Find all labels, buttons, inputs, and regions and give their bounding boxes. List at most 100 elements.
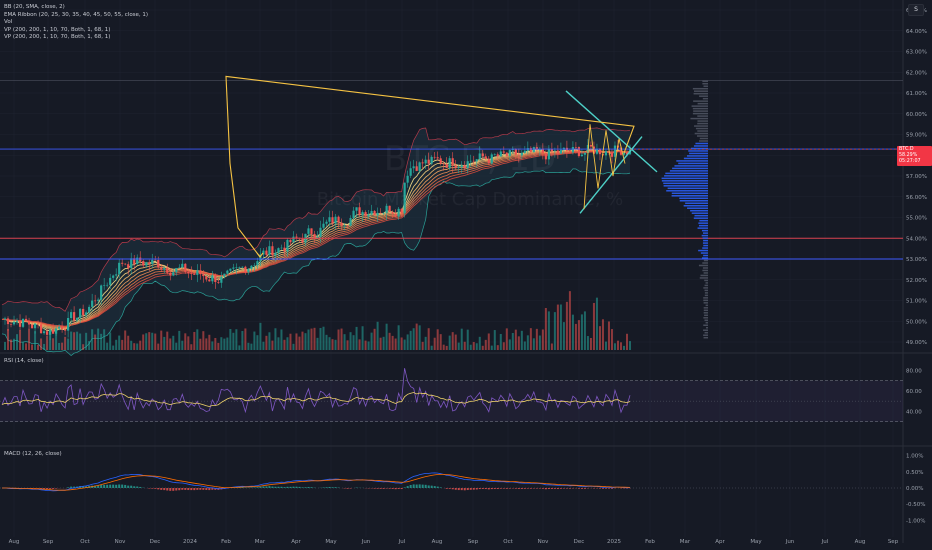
x-tick-label: Nov — [115, 539, 126, 545]
macd-hist-bar — [520, 488, 523, 489]
macd-legend[interactable]: MACD (12, 26, close) — [4, 451, 62, 457]
volume-profile — [661, 80, 708, 339]
volume-bar — [553, 312, 556, 350]
volume-bar — [190, 344, 193, 350]
volume-bar — [502, 342, 505, 350]
volume-bar — [139, 340, 142, 350]
macd-hist-bar — [346, 488, 349, 489]
x-tick-label: Aug — [9, 539, 20, 545]
vp-bar — [687, 207, 708, 209]
candle-body — [205, 276, 208, 280]
vp-bar — [704, 279, 708, 282]
macd-hist-bar — [55, 488, 58, 489]
legend-vol[interactable]: Vol — [4, 19, 13, 26]
candle-body — [403, 182, 406, 214]
candle-body — [571, 147, 575, 153]
macd-hist-bar — [400, 488, 403, 490]
macd-hist-bar — [151, 488, 154, 489]
legend-ema-ribbon[interactable]: EMA Ribbon (20, 25, 30, 35, 40, 45, 50, … — [4, 11, 149, 18]
macd-hist-bar — [544, 488, 547, 490]
candle-body — [604, 151, 608, 156]
ema-ribbon-line — [1, 149, 631, 329]
candle-body — [511, 148, 514, 151]
candle-body — [499, 151, 502, 157]
macd-hist-bar — [97, 485, 100, 488]
candle-body — [202, 274, 205, 277]
volume-bar — [460, 328, 463, 350]
macd-hist-bar — [124, 484, 127, 488]
volume-bar — [328, 337, 331, 350]
vp-bar — [666, 190, 708, 192]
candle-body — [67, 318, 70, 331]
volume-bar — [601, 319, 604, 350]
volume-bar — [562, 322, 565, 350]
legend-bb[interactable]: BB (20, SMA, close, 2) — [4, 4, 65, 10]
volume-bar — [592, 302, 595, 350]
macd-hist-bar — [112, 484, 115, 488]
volume-bar — [523, 341, 526, 350]
macd-hist-bar — [562, 488, 565, 489]
candle-body — [460, 165, 463, 168]
legend-vp-2[interactable]: VP (200, 200, 1, 10, 70, Both, 1, 68, 1) — [4, 34, 111, 41]
x-tick-label: May — [325, 539, 337, 545]
macd-hist-bar — [292, 486, 295, 488]
volume-bar — [397, 325, 400, 350]
volume-bar — [169, 338, 172, 350]
macd-hist-bar — [334, 487, 337, 488]
candle-body — [274, 252, 277, 256]
candle-body — [295, 236, 298, 238]
candle-body — [112, 275, 115, 278]
y-tick-label: 49.00% — [906, 340, 927, 346]
x-tick-label: Jul — [821, 539, 829, 545]
candle-body — [580, 154, 584, 157]
vp-bar — [671, 192, 708, 195]
macd-hist-bar — [181, 488, 184, 490]
candle-body — [340, 222, 343, 226]
volume-bar — [478, 336, 481, 350]
y-tick-label: 52.00% — [906, 278, 927, 284]
candle-body — [76, 317, 79, 321]
macd-hist-bar — [136, 486, 139, 488]
candle-body — [547, 149, 550, 160]
volume-bar — [565, 301, 568, 350]
candle-body — [391, 212, 394, 214]
candle-body — [271, 246, 274, 256]
candle-body — [346, 225, 349, 227]
volume-bar — [124, 330, 127, 350]
x-tick-label: Apr — [291, 539, 301, 545]
vp-bar — [691, 147, 708, 150]
candle-body — [15, 320, 19, 322]
x-tick-label: Jul — [398, 539, 406, 545]
volume-bar — [85, 332, 88, 350]
volume-bar — [595, 297, 598, 350]
macd-hist-bar — [106, 484, 109, 488]
volume-bar — [127, 335, 130, 350]
macd-hist-bar — [295, 486, 298, 488]
candle-body — [199, 270, 202, 275]
volume-bar — [202, 331, 205, 350]
vp-bar — [692, 107, 708, 110]
candle-body — [21, 318, 25, 327]
vp-bar — [698, 224, 708, 227]
legend-vp-1[interactable]: VP (200, 200, 1, 10, 70, Both, 1, 68, 1) — [4, 26, 111, 33]
macd-hist-bar — [304, 487, 307, 488]
candle-body — [30, 324, 34, 329]
vp-bar — [697, 227, 708, 229]
candle-body — [325, 221, 328, 224]
candle-body — [490, 154, 493, 164]
x-tick-label: Dec — [150, 539, 161, 545]
volume-bar — [577, 320, 580, 350]
x-tick-label: Sep — [43, 539, 54, 545]
macd-hist-bar — [118, 484, 121, 488]
macd-hist-bar — [70, 486, 73, 488]
volume-bar — [175, 342, 178, 350]
candle-body — [286, 239, 289, 252]
vp-bar — [679, 200, 708, 202]
scale-button[interactable]: S — [908, 4, 924, 16]
rsi-legend[interactable]: RSI (14, close) — [4, 358, 44, 364]
macd-hist-bar — [196, 488, 199, 490]
macd-hist-bar — [433, 486, 436, 488]
vp-bar — [702, 80, 708, 82]
candle-body — [229, 268, 232, 271]
